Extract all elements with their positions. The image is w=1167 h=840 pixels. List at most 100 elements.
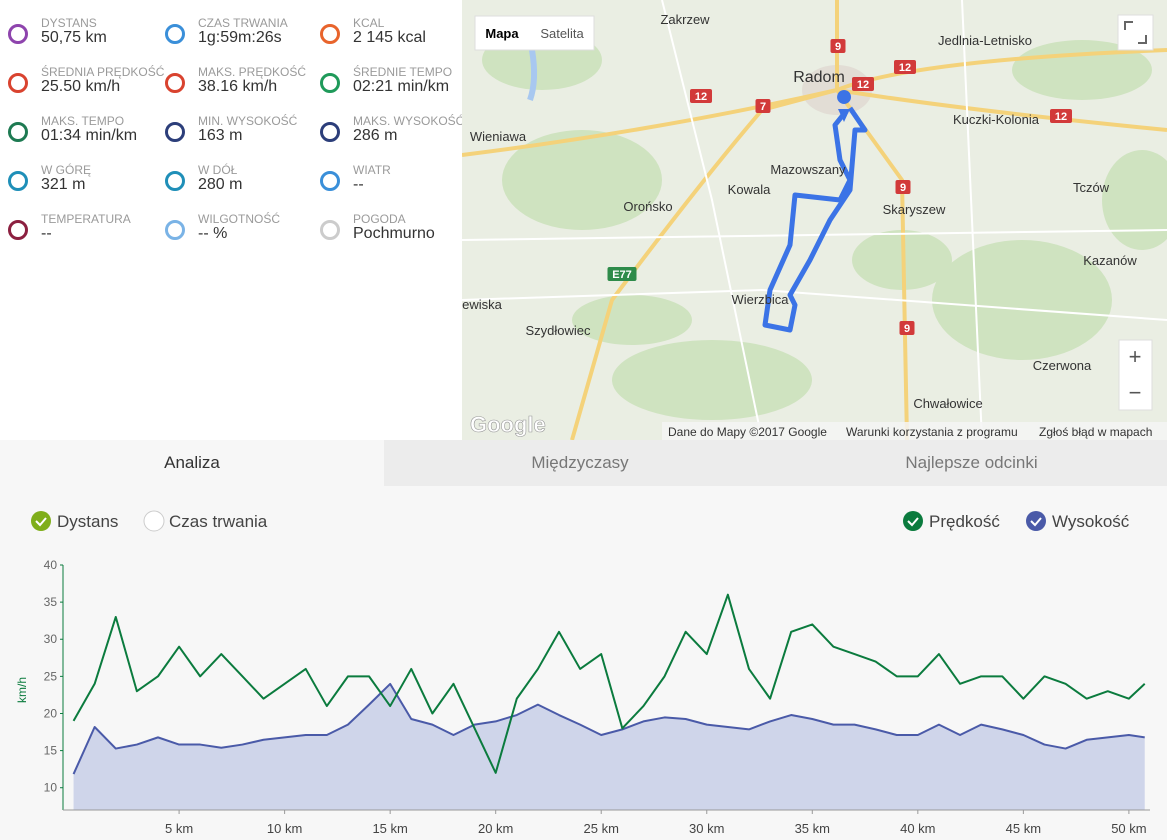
stat-value: --	[41, 225, 52, 242]
road-sign	[690, 89, 712, 103]
y-tick-label: 30	[44, 632, 58, 646]
place-label: Wieniawa	[470, 129, 527, 144]
map-type-button[interactable]: Mapa	[485, 26, 519, 41]
road-sign-label: 12	[857, 79, 869, 91]
stat-value: 321 m	[41, 176, 86, 193]
google-logo: Google	[470, 412, 546, 437]
fullscreen-button[interactable]	[1117, 14, 1154, 51]
stat-icon	[320, 220, 340, 240]
stat-value: --	[353, 176, 364, 193]
x-tick-label: 20 km	[478, 821, 513, 836]
legend-label[interactable]: Wysokość	[1052, 512, 1130, 531]
stat-icon	[320, 73, 340, 93]
stat-label: W DÓŁ	[198, 163, 238, 177]
map-type-control: Mapa Satelita	[474, 15, 595, 51]
stat-label: MAKS. WYSOKOŚĆ	[353, 114, 465, 128]
zoom-in[interactable]: +	[1129, 344, 1142, 369]
y-tick-label: 35	[44, 595, 58, 609]
place-label: Kuczki-Kolonia	[953, 112, 1040, 127]
place-label: Skaryszew	[883, 202, 946, 217]
road-sign-label: 9	[904, 323, 910, 335]
stat-value: 1g:59m:26s	[198, 29, 282, 46]
road-signs: 9 12 12 12 7 12 9 9 E77	[607, 39, 1072, 335]
stat-value: 163 m	[198, 127, 243, 144]
stat-label: MIN. WYSOKOŚĆ	[198, 114, 298, 128]
map-type-box	[474, 15, 595, 51]
legend-label[interactable]: Prędkość	[929, 512, 1000, 531]
toggle-checked[interactable]	[31, 511, 51, 531]
stat-value: 2 145 kcal	[353, 29, 426, 46]
x-mode-option[interactable]: Dystans	[57, 512, 118, 531]
minor-roads	[462, 0, 1167, 440]
place-label: Szydłowiec	[525, 323, 591, 338]
x-tick-label: 15 km	[372, 821, 407, 836]
series-line	[72, 593, 1146, 774]
stat-icon	[8, 73, 28, 93]
road-sign	[607, 267, 637, 281]
check-icon	[907, 517, 919, 527]
x-mode-option[interactable]: Czas trwania	[169, 512, 268, 531]
stat-icon	[165, 171, 185, 191]
road-sign	[852, 77, 874, 91]
series-line	[72, 682, 1145, 775]
plot: 10 15 20 25 30 35 40 5 km 10 km 15 km 20 km 25 km 30…	[44, 558, 1150, 836]
legend-check[interactable]	[903, 511, 923, 531]
stat-value: 01:34 min/km	[41, 127, 138, 144]
x-tick-label: 45 km	[1006, 821, 1041, 836]
legend-check[interactable]	[1026, 511, 1046, 531]
tab[interactable]: Międzyczasy	[531, 453, 629, 472]
map[interactable]: Zakrzew Jedlnia-Letnisko Radom Wieniawa …	[462, 0, 1167, 440]
stat-value: -- %	[198, 225, 228, 242]
place-label: Mazowszany	[770, 162, 846, 177]
x-tick-label: 35 km	[795, 821, 830, 836]
stat-icon	[165, 24, 185, 44]
legend: Prędkość Wysokość	[903, 511, 1130, 531]
tab[interactable]: Analiza	[0, 440, 384, 486]
road-sign-label: 9	[835, 41, 841, 53]
chart: Dystans Czas trwania Prędkość Wysokość 10…	[0, 486, 1167, 840]
tab[interactable]: Najlepsze odcinki	[905, 453, 1038, 472]
stat-value: 280 m	[198, 176, 243, 193]
x-tick-label: 25 km	[584, 821, 619, 836]
stat-icon	[320, 122, 340, 142]
road-sign	[1050, 109, 1072, 123]
stat-label: KCAL	[353, 16, 385, 30]
road-sign-label: 12	[1055, 111, 1067, 123]
place-labels: Zakrzew Jedlnia-Letnisko Radom Wieniawa …	[462, 12, 1137, 411]
place-label: Radom	[793, 69, 845, 86]
map-footer-link[interactable]: Zgłoś błąd w mapach	[1039, 425, 1152, 439]
stat-icon	[8, 24, 28, 44]
stat-icon	[8, 122, 28, 142]
stat-value: 50,75 km	[41, 29, 107, 46]
stat-label: CZAS TRWANIA	[198, 16, 288, 30]
stat-icon	[165, 122, 185, 142]
road-sign	[830, 39, 846, 53]
lake	[527, 49, 538, 101]
stat-icon	[8, 171, 28, 191]
check-icon	[1030, 517, 1042, 527]
check-icon	[35, 517, 47, 527]
place-label: Orońsko	[623, 199, 672, 214]
stat-label: W GÓRĘ	[41, 163, 91, 177]
x-tick-label: 50 km	[1111, 821, 1146, 836]
road-sign-label: E77	[612, 269, 632, 281]
map-type-button[interactable]: Satelita	[540, 26, 584, 41]
stat-label: MAKS. TEMPO	[41, 114, 125, 128]
y-tick-label: 20	[44, 706, 58, 720]
place-label: Kowala	[728, 182, 771, 197]
x-tick-label: 5 km	[165, 821, 193, 836]
place-label: Tczów	[1073, 180, 1110, 195]
road-sign-label: 12	[695, 91, 707, 103]
stat-value: Pochmurno	[353, 225, 435, 242]
toggle-unchecked[interactable]	[143, 510, 165, 532]
stat-label: WILGOTNOŚĆ	[198, 212, 281, 226]
map-footer-link[interactable]: Warunki korzystania z programu	[846, 425, 1018, 439]
x-tick-label: 30 km	[689, 821, 724, 836]
stat-icon	[8, 220, 28, 240]
y-tick-label: 15	[44, 744, 58, 758]
stat-label: ŚREDNIA PRĘDKOŚĆ	[41, 65, 165, 79]
place-label: Chwałowice	[913, 396, 982, 411]
place-label: Jedlnia-Letnisko	[938, 33, 1032, 48]
zoom-out[interactable]: −	[1129, 380, 1142, 405]
